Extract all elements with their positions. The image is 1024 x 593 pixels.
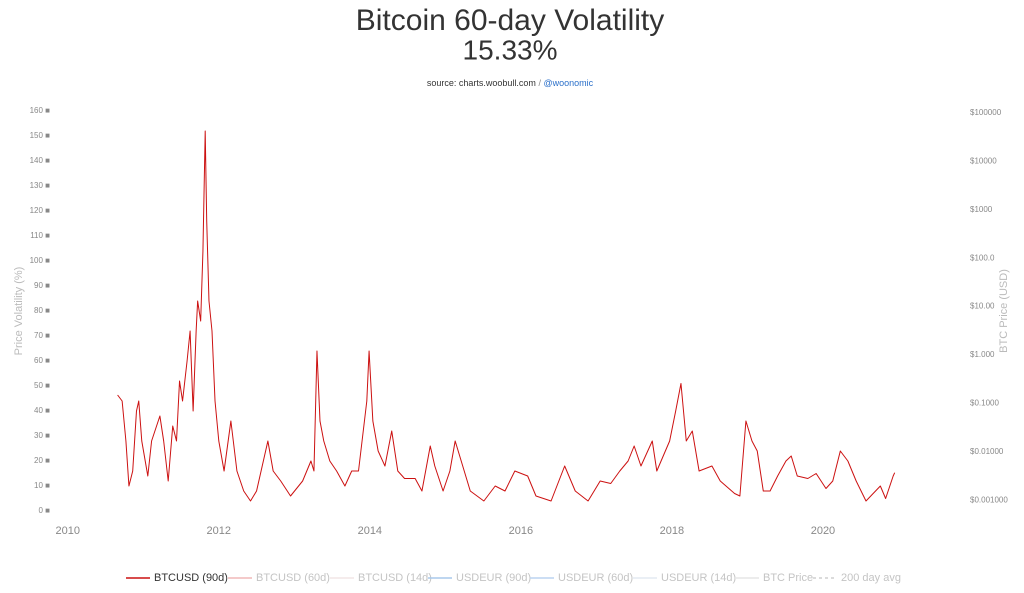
chart-title: Bitcoin 60-day Volatility <box>356 4 665 37</box>
source-link[interactable]: @woonomic <box>543 78 593 88</box>
y-axis-label: Price Volatility (%) <box>13 267 25 356</box>
y2-axis-label: BTC Price (USD) <box>998 269 1010 353</box>
y2-tick-label: $100.0 <box>970 253 995 262</box>
x-tick-label: 2012 <box>207 525 231 537</box>
legend-label[interactable]: BTCUSD (90d) <box>154 572 228 584</box>
y-tick-label: 50 ■ <box>34 381 50 390</box>
y-tick-label: 0 ■ <box>38 506 50 515</box>
y-tick-label: 130 ■ <box>30 181 51 190</box>
y2-tick-label: $1.000 <box>970 350 995 359</box>
legend-label[interactable]: USDEUR (14d) <box>661 572 736 584</box>
y-tick-label: 10 ■ <box>34 481 50 490</box>
y-tick-label: 60 ■ <box>34 356 50 365</box>
legend-label[interactable]: BTC Price <box>763 572 813 584</box>
y-tick-label: 150 ■ <box>30 131 51 140</box>
y-tick-label: 70 ■ <box>34 331 50 340</box>
y-tick-label: 80 ■ <box>34 306 50 315</box>
x-tick-label: 2014 <box>358 525 382 537</box>
legend-label[interactable]: BTCUSD (60d) <box>256 572 330 584</box>
y-tick-label: 160 ■ <box>30 106 51 115</box>
y-tick-label: 40 ■ <box>34 406 50 415</box>
y2-tick-label: $10.00 <box>970 302 995 311</box>
y-tick-label: 30 ■ <box>34 431 50 440</box>
source-text: source: charts.woobull.com <box>427 78 536 88</box>
x-tick-label: 2018 <box>660 525 684 537</box>
x-tick-label: 2016 <box>509 525 533 537</box>
y2-tick-label: $100000 <box>970 108 1002 117</box>
y-tick-label: 20 ■ <box>34 456 50 465</box>
y2-tick-label: $10000 <box>970 157 997 166</box>
y-tick-label: 100 ■ <box>30 256 51 265</box>
y2-tick-label: $0.01000 <box>970 447 1004 456</box>
legend-label[interactable]: BTCUSD (14d) <box>358 572 432 584</box>
x-tick-label: 2010 <box>56 525 80 537</box>
y2-tick-label: $1000 <box>970 205 993 214</box>
source: source: charts.woobull.com / @woonomic <box>427 78 594 88</box>
chart-subtitle: 15.33% <box>463 34 558 65</box>
y-tick-label: 140 ■ <box>30 156 51 165</box>
source-separator: / <box>538 78 541 88</box>
legend-label[interactable]: 200 day avg <box>841 572 901 584</box>
y-tick-label: 90 ■ <box>34 281 50 290</box>
legend-label[interactable]: USDEUR (90d) <box>456 572 531 584</box>
legend-label[interactable]: USDEUR (60d) <box>558 572 633 584</box>
series-line <box>117 130 896 502</box>
x-tick-label: 2020 <box>811 525 835 537</box>
y2-tick-label: $0.1000 <box>970 399 999 408</box>
y-tick-label: 120 ■ <box>30 206 51 215</box>
y2-tick-label: $0.001000 <box>970 495 1008 504</box>
y-tick-label: 110 ■ <box>30 231 50 240</box>
